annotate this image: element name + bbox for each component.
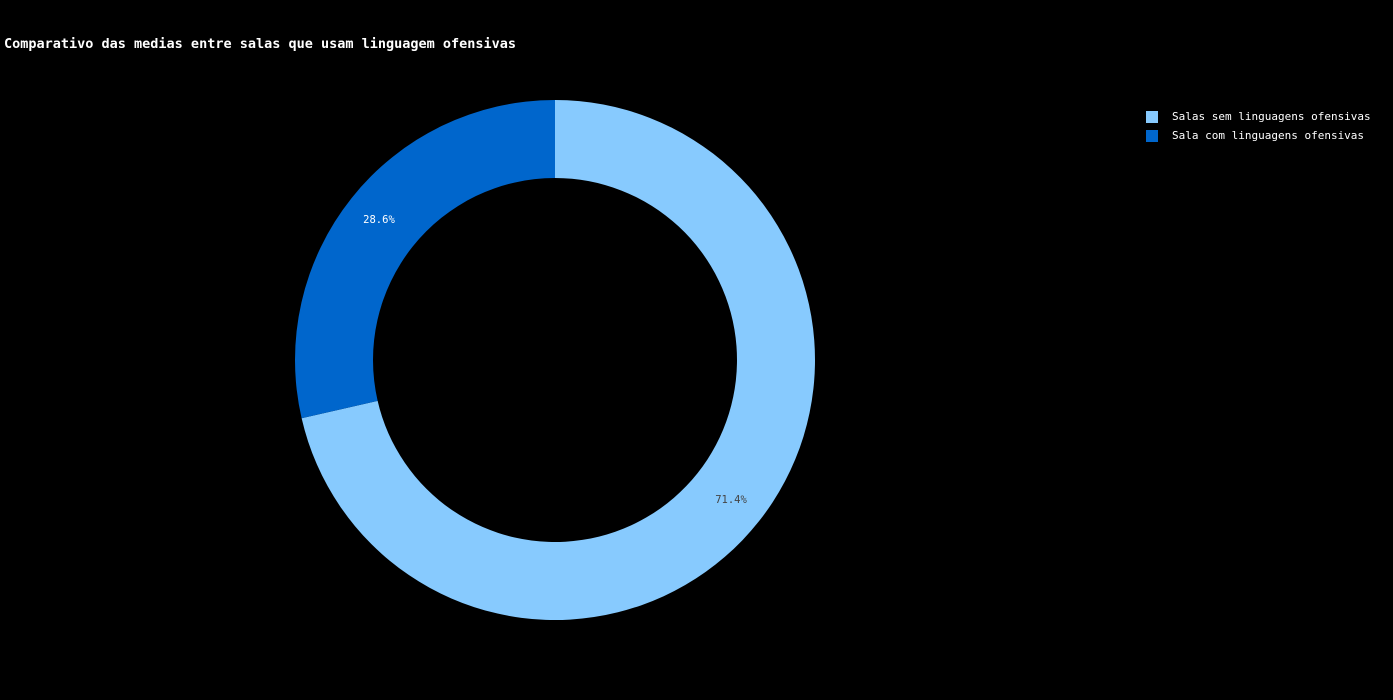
donut-slice-0[interactable] — [301, 100, 815, 620]
legend-swatch-sala-com — [1146, 129, 1158, 142]
legend-swatch-salas-sem — [1146, 110, 1158, 123]
legend-item-salas-sem[interactable]: Salas sem linguagens ofensivas — [1146, 107, 1371, 126]
legend-label-sala-com: Sala com linguagens ofensivas — [1172, 129, 1365, 142]
legend: Salas sem linguagens ofensivas Sala com … — [1146, 107, 1371, 145]
legend-label-salas-sem: Salas sem linguagens ofensivas — [1172, 110, 1371, 123]
slice-label-1: 28.6% — [363, 214, 395, 226]
chart-title: Comparativo das medias entre salas que u… — [4, 36, 517, 52]
legend-item-sala-com[interactable]: Sala com linguagens ofensivas — [1146, 126, 1371, 145]
slice-label-0: 71.4% — [715, 494, 747, 506]
donut-slice-1[interactable] — [295, 100, 555, 419]
